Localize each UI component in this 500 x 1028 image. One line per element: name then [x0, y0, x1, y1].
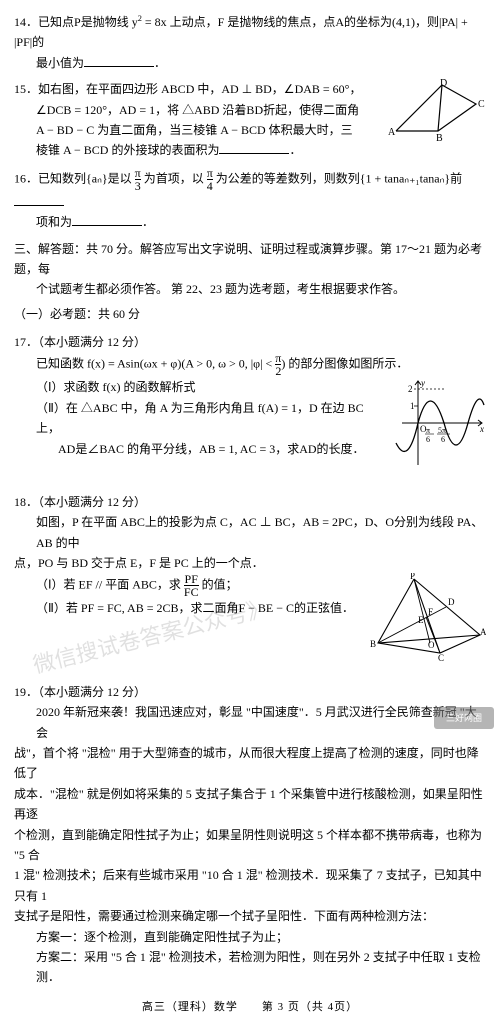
svg-text:P: P [410, 573, 415, 581]
q15-l3: 棱锥 A − BCD 的外接球的表面积为 [36, 143, 219, 157]
svg-text:π: π [426, 426, 430, 435]
q18-l1: 如图，P 在平面 ABC上的投影为点 C，AC ⊥ BC，AB = 2PC，D、… [14, 512, 486, 553]
section3-l1: 三、解答题：共 70 分。解答应写出文字说明、证明过程或演算步骤。第 17～21… [14, 239, 486, 280]
svg-text:D: D [448, 597, 455, 607]
q15-number: 15． [14, 82, 38, 96]
q19-l1: 2020 年新冠来袭！我国迅速应对，彰显 "中国速度"．5 月武汉进行全民筛查新… [14, 702, 486, 743]
q16-text-b: 为首项，以 [141, 171, 207, 185]
svg-text:6: 6 [441, 435, 445, 444]
q19-plan1: 方案一：逐个检测，直到能确定阳性拭子为止； [14, 927, 486, 947]
q16-number: 16． [14, 171, 38, 185]
q15-blank [219, 143, 289, 155]
q17-l1a: 已知函数 f(x) = Asin(ωx + φ)(A > 0, ω > 0, |… [36, 357, 275, 371]
q16-text-d: 项和为 [36, 215, 72, 229]
svg-text:5π: 5π [438, 426, 446, 435]
svg-text:F: F [428, 607, 433, 617]
q17-head: （本小题满分 12 分） [38, 335, 146, 349]
svg-text:A: A [480, 627, 486, 637]
q19-l5: 1 混" 检测技术；后来有些城市采用 "10 合 1 混" 检测技术．现采集了 … [14, 865, 486, 906]
q19-l3: 成本．"混检" 就是例如将采集的 5 支拭子集合于 1 个采集管中进行核酸检测，… [14, 784, 486, 825]
q19-head: （本小题满分 12 分） [38, 685, 146, 699]
question-17: 17．（本小题满分 12 分） 已知函数 f(x) = Asin(ωx + φ)… [14, 332, 486, 476]
frac-num: PF [185, 572, 198, 586]
watermark-logo: 三好网圈 [434, 707, 494, 729]
question-16: 16．已知数列{aₙ}是以 π3 为首项，以 π4 为公差的等差数列，则数列{1… [14, 167, 486, 233]
q14-text-c: 最小值为 [36, 56, 84, 70]
q14-number: 14． [14, 15, 38, 29]
question-14: 14．已知点P是抛物线 y2 = 8x 上动点，F 是抛物线的焦点，点A的坐标为… [14, 12, 486, 73]
q19-l2: 战"，首个将 "混检" 用于大型筛查的城市，从而很大程度上提高了检测的速度，同时… [14, 743, 486, 784]
q19-plan2: 方案二：采用 "5 合 1 混" 检测技术，若检测为阳性，则在另外 2 支拭子中… [14, 947, 486, 988]
q19-number: 19． [14, 685, 38, 699]
question-18: 18．（本小题满分 12 分） 如图，P 在平面 ABC上的投影为点 C，AC … [14, 492, 486, 668]
q15-l1: 如右图，在平面四边形 ABCD 中，AD ⊥ BD，∠DAB = 60°， [38, 82, 361, 96]
q14-blank [84, 55, 154, 67]
svg-text:6: 6 [426, 435, 430, 444]
q16-blank2 [72, 214, 142, 226]
svg-text:C: C [478, 99, 485, 110]
q19-l4: 个检测，直到能确定阳性拭子为止；如果呈阴性则说明这 5 个样本都不携带病毒，也称… [14, 825, 486, 866]
q19-l6: 支拭子是阳性，需要通过检测来确定哪一个拭子呈阳性．下面有两种检测方法： [14, 906, 486, 926]
q18-p1a: （Ⅰ）若 EF // 平面 ABC，求 [36, 578, 184, 592]
q17-l1b: ) 的部分图像如图所示． [281, 357, 408, 371]
q14-period: ． [154, 56, 166, 70]
question-19: 19．（本小题满分 12 分） 2020 年新冠来袭！我国迅速应对，彰显 "中国… [14, 682, 486, 988]
q16-period: ． [142, 215, 154, 229]
q17-figure: 2 1 O x y π 6 5π 6 [394, 377, 486, 475]
section3-l2: 个试题考生都必须作答。 第 22、23 题为选考题，考生根据要求作答。 [14, 279, 486, 299]
svg-text:E: E [418, 615, 424, 625]
q16-blank1 [14, 194, 64, 206]
q18-figure: P A B C D E F O [368, 573, 486, 667]
svg-text:x: x [479, 424, 484, 434]
q18-head: （本小题满分 12 分） [38, 495, 146, 509]
q18-p1b: 的值； [199, 578, 238, 592]
svg-text:A: A [388, 127, 396, 138]
svg-text:1: 1 [410, 401, 415, 411]
svg-text:C: C [438, 653, 444, 661]
q18-l2: 点，PO 与 BD 交于点 E，F 是 PC 上的一个点． [14, 553, 486, 573]
frac-den: FC [184, 585, 199, 599]
subsection-required: （一）必考题：共 60 分 [14, 304, 486, 324]
svg-text:O: O [428, 640, 435, 650]
page-footer: 高三（理科）数学 第 3 页（共 4页） [14, 998, 486, 1017]
svg-text:D: D [440, 79, 447, 89]
q16-text-a: 已知数列{aₙ}是以 [38, 171, 135, 185]
q14-text-a: 已知点P是抛物线 y [38, 15, 138, 29]
q18-number: 18． [14, 495, 38, 509]
question-15: A B C D 15．如右图，在平面四边形 ABCD 中，AD ⊥ BD，∠DA… [14, 79, 486, 161]
q17-number: 17． [14, 335, 38, 349]
svg-text:B: B [436, 133, 443, 141]
svg-text:2: 2 [408, 384, 413, 394]
q16-text-c: 为公差的等差数列，则数列{1 + tanaₙ₊₁tanaₙ}前 [213, 171, 462, 185]
svg-text:y: y [420, 378, 425, 388]
section-3-heading: 三、解答题：共 70 分。解答应写出文字说明、证明过程或演算步骤。第 17～21… [14, 239, 486, 300]
svg-text:B: B [370, 639, 376, 649]
q15-figure: A B C D [386, 79, 486, 147]
q15-period: ． [289, 143, 301, 157]
